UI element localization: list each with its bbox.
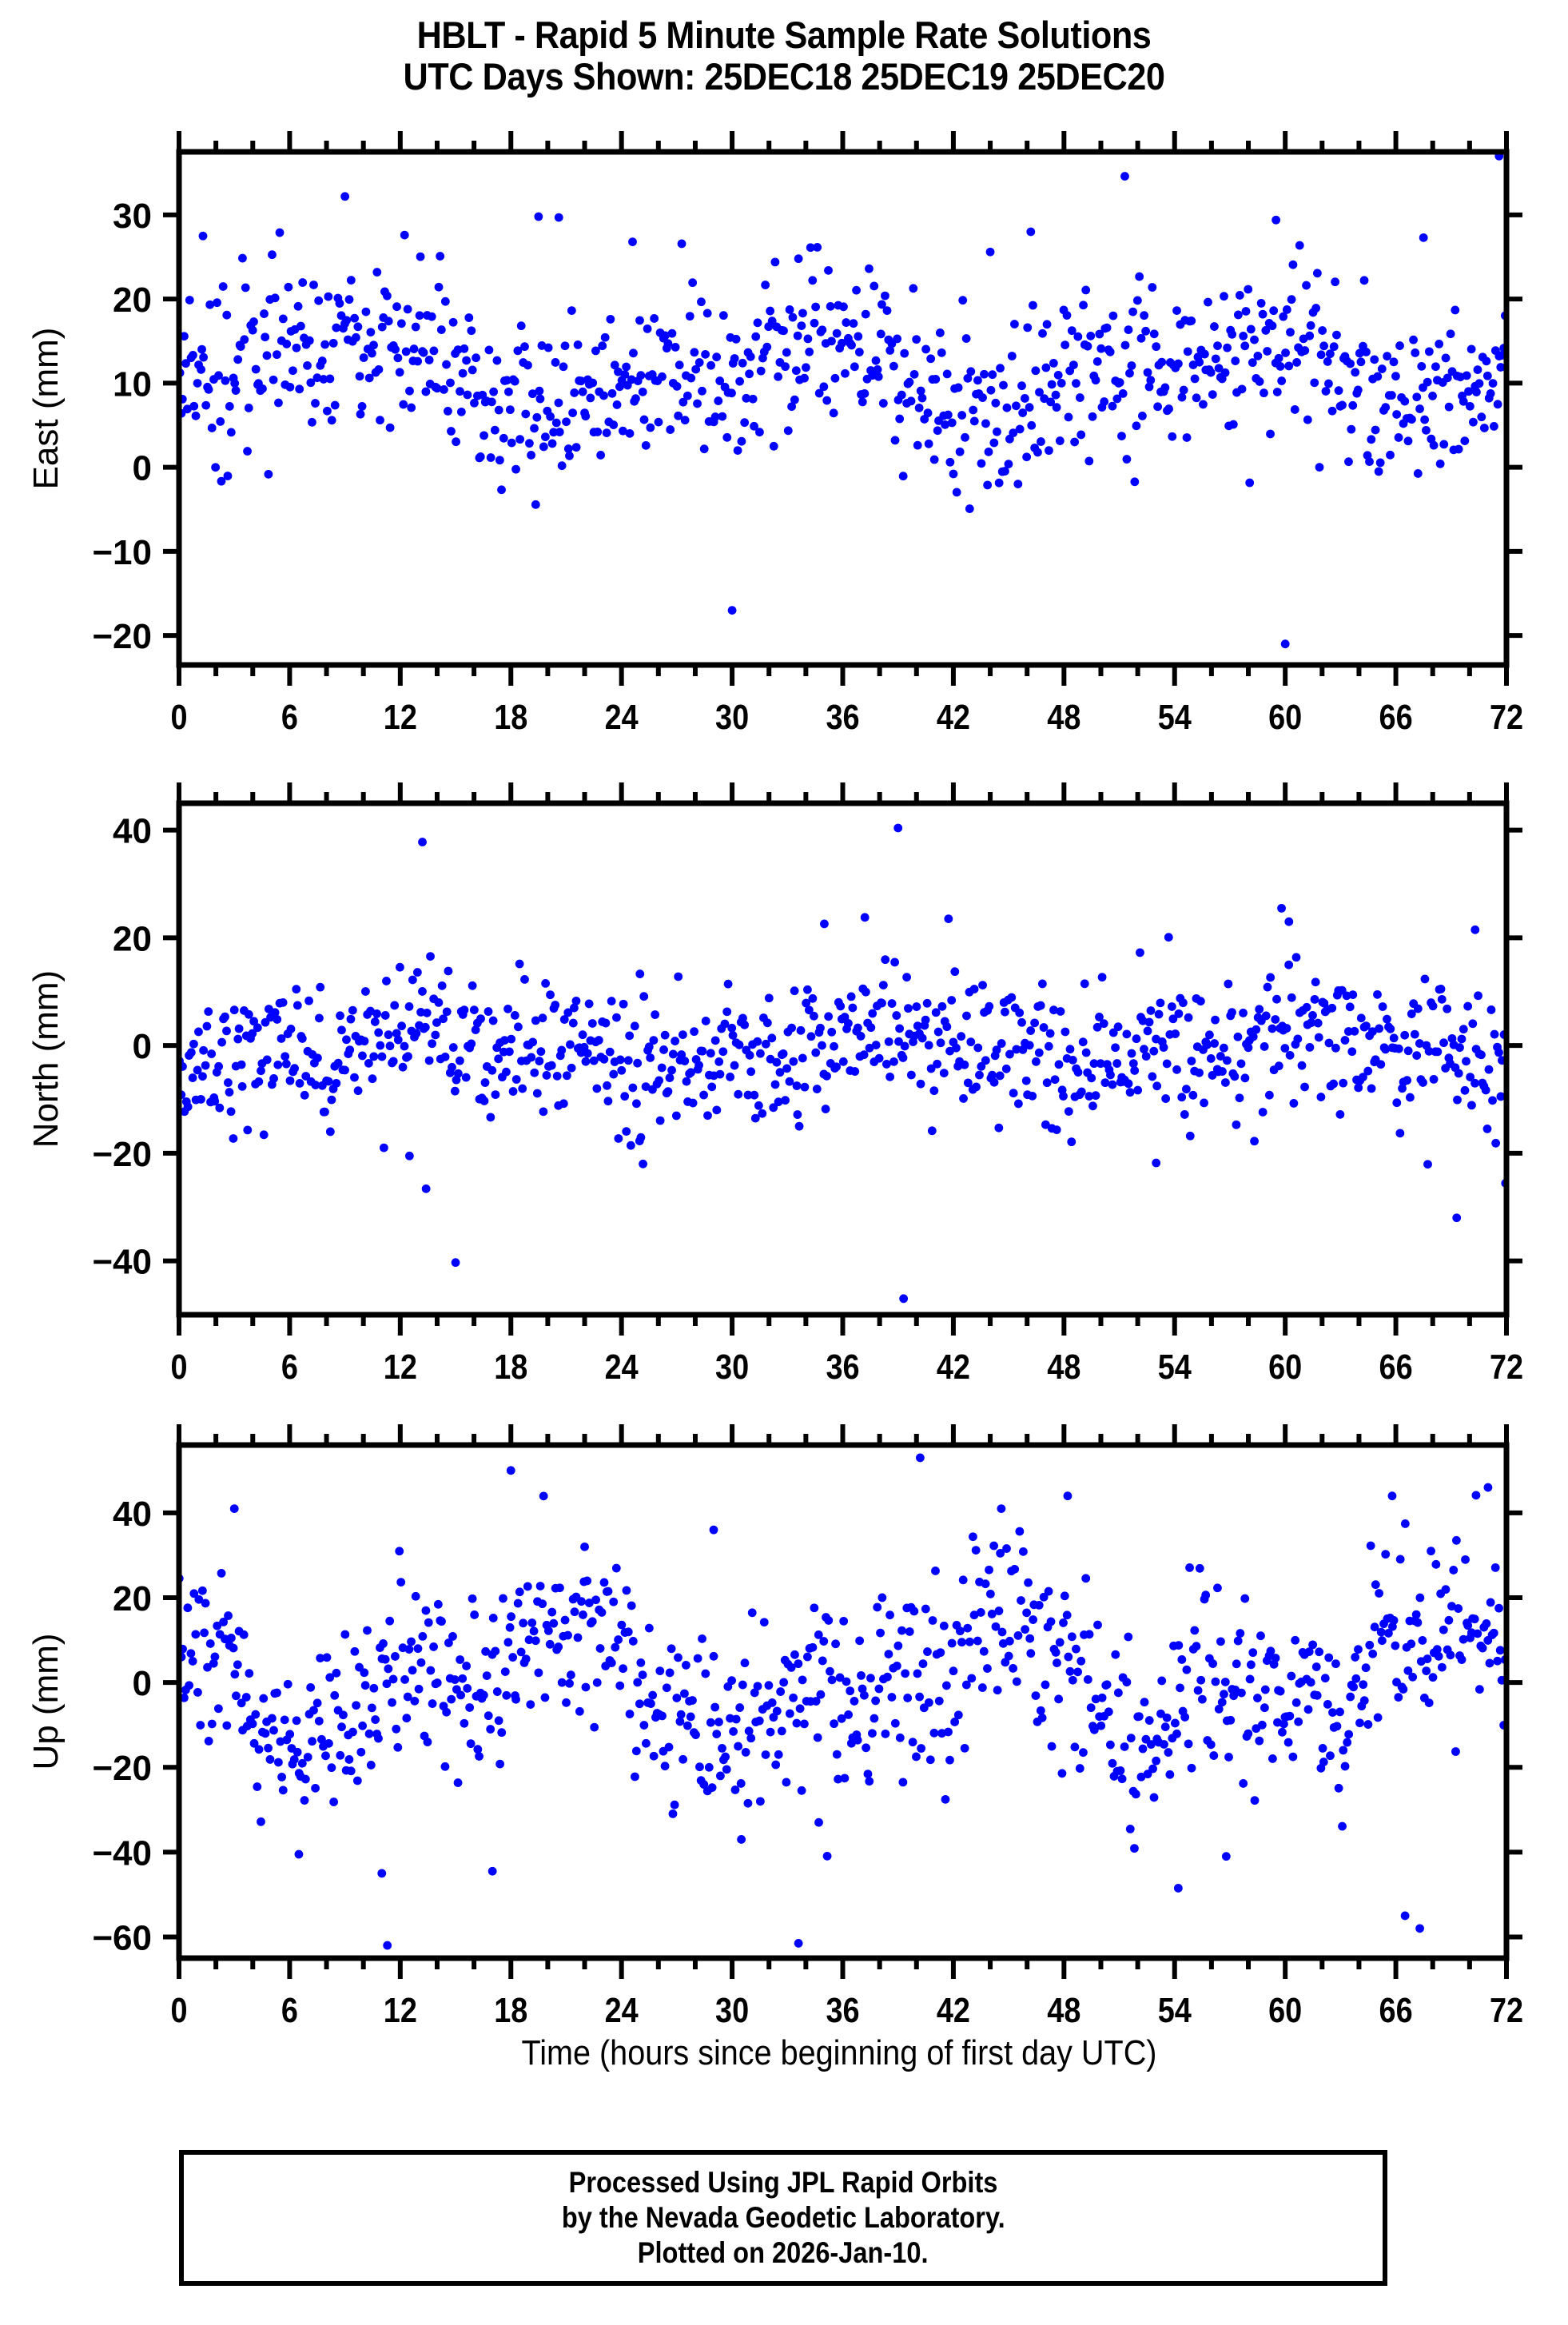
y-tick-label-east: 30 [113, 197, 152, 236]
y-tick-label-east: 0 [133, 449, 152, 488]
x-tick-label-east: 66 [1379, 697, 1413, 736]
x-tick-label-up: 24 [605, 1990, 639, 2029]
x-tick-label-east: 24 [605, 697, 639, 736]
y-axis-title-north: North (mm) [26, 970, 66, 1148]
x-tick-label-up: 12 [384, 1990, 417, 2029]
y-tick-label-up: 0 [133, 1664, 152, 1703]
y-tick-label-up: −40 [92, 1833, 152, 1873]
x-tick-label-east: 12 [384, 697, 417, 736]
y-tick-label-north: 0 [133, 1027, 152, 1066]
x-tick-label-north: 12 [384, 1347, 417, 1386]
y-tick-label-east: −10 [92, 533, 152, 572]
x-tick-label-north: 48 [1047, 1347, 1080, 1386]
x-tick-label-east: 60 [1268, 697, 1302, 736]
x-tick-label-north: 36 [826, 1347, 859, 1386]
scatter-points-north [179, 823, 1506, 1304]
x-tick-label-east: 30 [715, 697, 749, 736]
x-tick-label-north: 42 [937, 1347, 970, 1386]
y-tick-label-east: −20 [92, 617, 152, 656]
y-tick-label-up: 40 [113, 1495, 152, 1534]
x-tick-label-north: 60 [1268, 1347, 1302, 1386]
x-tick-label-north: 6 [281, 1347, 298, 1386]
y-tick-label-up: −20 [92, 1749, 152, 1788]
y-axis-title-up: Up (mm) [26, 1633, 66, 1770]
y-tick-label-up: 20 [113, 1579, 152, 1618]
x-tick-label-east: 18 [494, 697, 527, 736]
x-tick-label-up: 30 [715, 1990, 749, 2029]
x-tick-label-north: 24 [605, 1347, 639, 1386]
x-tick-label-north: 72 [1490, 1347, 1523, 1386]
y-axis-title-east: East (mm) [26, 328, 66, 490]
x-tick-label-up: 66 [1379, 1990, 1413, 2029]
x-tick-label-north: 66 [1379, 1347, 1413, 1386]
x-tick-label-up: 72 [1490, 1990, 1523, 2029]
footer-line-3: Plotted on 2026-Jan-10. [638, 2236, 929, 2269]
x-tick-label-east: 6 [281, 697, 298, 736]
x-tick-label-east: 48 [1047, 697, 1080, 736]
scatter-points-east [179, 152, 1506, 649]
x-tick-label-north: 0 [170, 1347, 187, 1386]
title-line-2: UTC Days Shown: 25DEC18 25DEC19 25DEC20 [403, 55, 1165, 98]
x-tick-label-east: 36 [826, 697, 859, 736]
plot-frame-up [176, 1442, 1510, 1961]
x-tick-label-east: 42 [937, 697, 970, 736]
plot-frame-east [176, 149, 1510, 668]
x-tick-label-north: 30 [715, 1347, 749, 1386]
x-tick-label-north: 54 [1158, 1347, 1192, 1386]
x-axis-title: Time (hours since beginning of first day… [522, 2032, 1157, 2072]
y-tick-label-north: −20 [92, 1135, 152, 1174]
y-tick-label-north: 20 [113, 919, 152, 958]
x-tick-label-east: 72 [1490, 697, 1523, 736]
x-tick-label-up: 18 [494, 1990, 527, 2029]
y-tick-label-east: 10 [113, 364, 152, 404]
x-tick-label-up: 54 [1158, 1990, 1192, 2029]
x-tick-label-east: 54 [1158, 697, 1192, 736]
scatter-points-up [179, 1453, 1506, 1950]
x-tick-label-up: 42 [937, 1990, 970, 2029]
x-tick-label-up: 0 [170, 1990, 187, 2029]
x-tick-label-east: 0 [170, 697, 187, 736]
x-tick-label-up: 36 [826, 1990, 859, 2029]
footer-line-1: Processed Using JPL Rapid Orbits [568, 2166, 998, 2199]
x-tick-label-up: 48 [1047, 1990, 1080, 2029]
y-tick-label-north: −40 [92, 1243, 152, 1282]
footer-line-2: by the Nevada Geodetic Laboratory. [561, 2201, 1005, 2234]
y-tick-label-up: −60 [92, 1918, 152, 1957]
x-tick-label-north: 18 [494, 1347, 527, 1386]
x-tick-label-up: 60 [1268, 1990, 1302, 2029]
x-tick-label-up: 6 [281, 1990, 298, 2029]
y-tick-label-north: 40 [113, 812, 152, 851]
y-tick-label-east: 20 [113, 281, 152, 320]
footer-credit-box: Processed Using JPL Rapid Orbits by the … [179, 2150, 1387, 2286]
title-line-1: HBLT - Rapid 5 Minute Sample Rate Soluti… [416, 14, 1152, 56]
figure-title: HBLT - Rapid 5 Minute Sample Rate Soluti… [0, 14, 1568, 98]
